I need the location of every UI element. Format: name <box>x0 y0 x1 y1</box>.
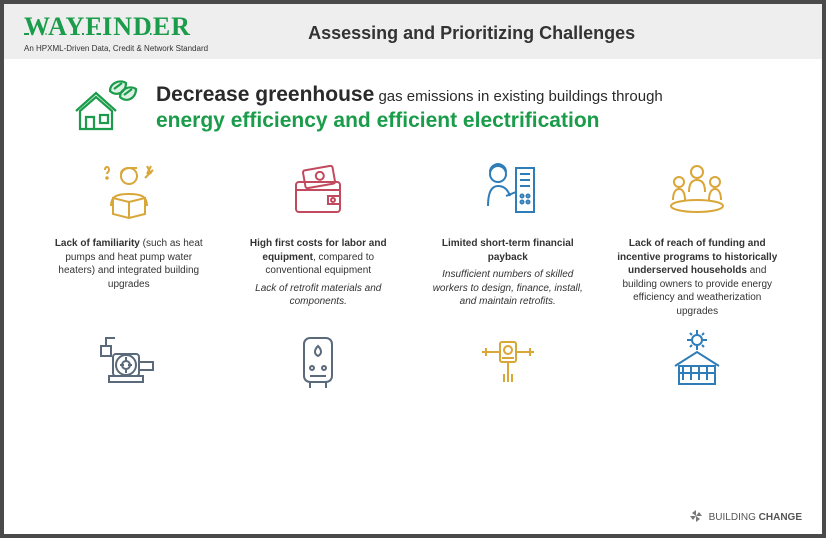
hero-line-1: Decrease greenhouse gas emissions in exi… <box>156 83 782 107</box>
footer: BUILDING CHANGE <box>689 509 802 526</box>
footer-bold: CHANGE <box>759 512 802 523</box>
pump-icon <box>93 326 165 399</box>
cell-bold: Limited short-term financial payback <box>442 238 574 263</box>
house-leaf-icon <box>74 77 138 138</box>
cell-meter <box>423 326 593 399</box>
cell-bold: Lack of familiarity <box>55 238 140 249</box>
hero-line-2: energy efficiency and efficient electrif… <box>156 109 782 133</box>
pinwheel-icon <box>689 509 703 526</box>
community-icon <box>661 156 733 229</box>
page: WAYFINDER An HPXML-Driven Data, Credit &… <box>4 4 822 534</box>
cell-cost: High first costs for labor and equipment… <box>234 156 404 318</box>
reading-question-icon <box>93 156 165 229</box>
cell-italic: Lack of retrofit materials and component… <box>238 282 400 309</box>
cell-familiarity: Lack of familiarity (such as heat pumps … <box>44 156 214 318</box>
footer-text: BUILDING CHANGE <box>709 512 802 523</box>
cell-italic: Insufficient numbers of skilled workers … <box>427 268 589 309</box>
wallet-icon <box>282 156 354 229</box>
water-heater-icon <box>282 326 354 399</box>
logo-subtitle: An HPXML-Driven Data, Credit & Network S… <box>24 44 208 53</box>
hero-bold: Decrease greenhouse <box>156 83 374 106</box>
cell-solar-house <box>613 326 783 399</box>
solar-house-icon <box>661 326 733 399</box>
cell-text: Lack of familiarity (such as heat pumps … <box>44 237 214 291</box>
cell-text: Limited short-term financial payback Ins… <box>423 237 593 309</box>
page-title: Assessing and Prioritizing Challenges <box>248 23 802 44</box>
meter-icon <box>472 326 544 399</box>
cell-text: High first costs for labor and equipment… <box>234 237 404 309</box>
worker-panel-icon <box>472 156 544 229</box>
logo-block: WAYFINDER An HPXML-Driven Data, Credit &… <box>24 14 208 53</box>
cell-pump <box>44 326 214 399</box>
cell-reach: Lack of reach of funding and incentive p… <box>613 156 783 318</box>
header: WAYFINDER An HPXML-Driven Data, Credit &… <box>4 4 822 59</box>
cell-water-heater <box>234 326 404 399</box>
challenge-grid: Lack of familiarity (such as heat pumps … <box>4 148 822 399</box>
cell-text: Lack of reach of funding and incentive p… <box>613 237 783 318</box>
hero: Decrease greenhouse gas emissions in exi… <box>4 59 822 148</box>
footer-prefix: BUILDING <box>709 512 759 523</box>
hero-rest: gas emissions in existing buildings thro… <box>374 88 663 105</box>
hero-text: Decrease greenhouse gas emissions in exi… <box>156 83 782 133</box>
logo: WAYFINDER <box>24 14 208 40</box>
cell-payback: Limited short-term financial payback Ins… <box>423 156 593 318</box>
